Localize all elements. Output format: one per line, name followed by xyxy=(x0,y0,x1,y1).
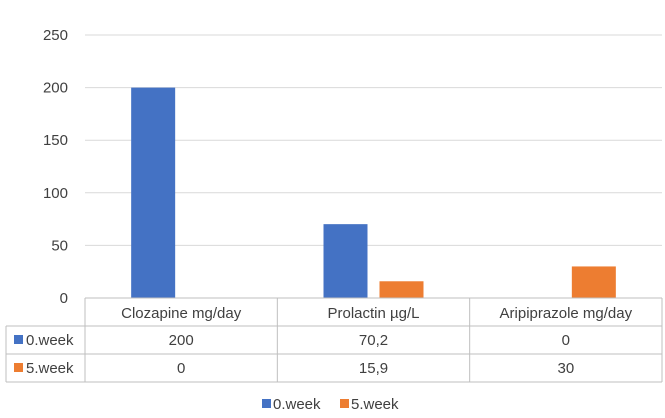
data-label: 70,2 xyxy=(359,332,388,349)
table-series-key xyxy=(14,363,23,372)
y-axis-ticks: 0 50 100 150 200 250 xyxy=(43,27,68,307)
data-label: 0 xyxy=(562,332,570,349)
x-category-label: Clozapine mg/day xyxy=(121,305,242,322)
x-category-label: Prolactin µg/L xyxy=(327,305,419,322)
x-category-label: Aripiprazole mg/day xyxy=(500,305,633,322)
bar xyxy=(131,87,176,298)
table-series-key xyxy=(14,335,23,344)
data-label: 200 xyxy=(169,332,194,349)
y-tick-label: 100 xyxy=(43,185,68,202)
bar xyxy=(379,281,424,298)
gridlines xyxy=(85,34,662,246)
y-tick-label: 150 xyxy=(43,132,68,149)
y-tick-label: 200 xyxy=(43,80,68,97)
data-label: 30 xyxy=(557,360,574,377)
legend-swatch xyxy=(262,399,271,408)
legend: 0.week 5.week xyxy=(262,396,399,413)
legend-label: 5.week xyxy=(351,396,399,413)
y-tick-label: 250 xyxy=(43,27,68,44)
bar xyxy=(323,224,368,298)
bar xyxy=(571,266,616,298)
legend-label: 0.week xyxy=(273,396,321,413)
table-series-name: 0.week xyxy=(26,332,74,349)
data-table: Clozapine mg/day Prolactin µg/L Aripiprazo… xyxy=(5,297,663,383)
y-tick-label: 50 xyxy=(51,237,68,254)
table-series-name: 5.week xyxy=(26,360,74,377)
data-label: 0 xyxy=(177,360,185,377)
data-label: 15,9 xyxy=(359,360,388,377)
bars xyxy=(131,87,616,298)
y-tick-label: 0 xyxy=(60,290,68,307)
legend-swatch xyxy=(340,399,349,408)
